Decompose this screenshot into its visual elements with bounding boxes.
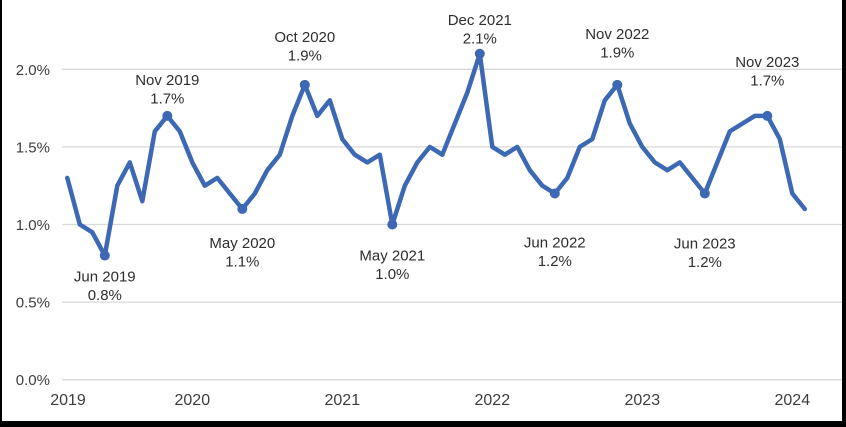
annotation-month-label: May 2020 xyxy=(209,235,275,252)
annotation-month-label: May 2021 xyxy=(359,248,425,265)
y-axis-tick-label: 2.0% xyxy=(16,62,50,79)
data-point-marker[interactable] xyxy=(162,110,173,121)
data-point-marker[interactable] xyxy=(612,79,623,90)
annotation-value-label: 1.2% xyxy=(538,253,572,270)
annotation-month-label: Jun 2019 xyxy=(74,269,136,286)
data-point-marker[interactable] xyxy=(549,188,560,199)
annotation-month-label: Oct 2020 xyxy=(274,29,335,46)
x-axis-tick-label: 2021 xyxy=(325,392,361,409)
series-line[interactable] xyxy=(65,51,808,258)
data-point-marker[interactable] xyxy=(762,110,773,121)
annotation-value-label: 1.0% xyxy=(375,266,409,283)
y-axis-tick-label: 1.5% xyxy=(16,139,50,156)
y-axis-tick-label: 0.0% xyxy=(16,372,50,389)
plot-background xyxy=(2,0,842,421)
annotation-value-label: 1.7% xyxy=(750,72,784,89)
annotation-value-label: 1.9% xyxy=(288,47,322,64)
annotation-month-label: Nov 2023 xyxy=(735,54,799,71)
y-axis-tick-label: 0.5% xyxy=(16,295,50,312)
x-axis-tick-label: 2024 xyxy=(775,392,811,409)
data-point-marker[interactable] xyxy=(237,203,248,214)
x-axis-tick-label: 2023 xyxy=(625,392,661,409)
annotation-month-label: Nov 2019 xyxy=(135,72,199,89)
data-point-marker[interactable] xyxy=(474,48,485,59)
y-axis-tick-label: 1.0% xyxy=(16,217,50,234)
data-point-marker[interactable] xyxy=(299,79,310,90)
x-axis-tick-label: 2020 xyxy=(175,392,211,409)
annotation-value-label: 1.2% xyxy=(688,254,722,271)
annotation-value-label: 1.7% xyxy=(150,90,184,107)
annotation-value-label: 0.8% xyxy=(88,287,122,304)
annotation-value-label: 2.1% xyxy=(463,30,497,47)
data-point-marker[interactable] xyxy=(699,188,710,199)
annotation-month-label: Jun 2022 xyxy=(524,234,586,251)
annotation-value-label: 1.1% xyxy=(225,253,259,270)
data-point-marker[interactable] xyxy=(99,250,110,261)
x-axis-tick-label: 2019 xyxy=(50,392,86,409)
annotation-month-label: Dec 2021 xyxy=(448,12,512,29)
x-axis-tick-label: 2022 xyxy=(475,392,511,409)
annotation-value-label: 1.9% xyxy=(600,44,634,61)
data-point-marker[interactable] xyxy=(387,219,398,230)
annotation-month-label: Jun 2023 xyxy=(674,235,736,252)
annotation-month-label: Nov 2022 xyxy=(585,26,649,43)
